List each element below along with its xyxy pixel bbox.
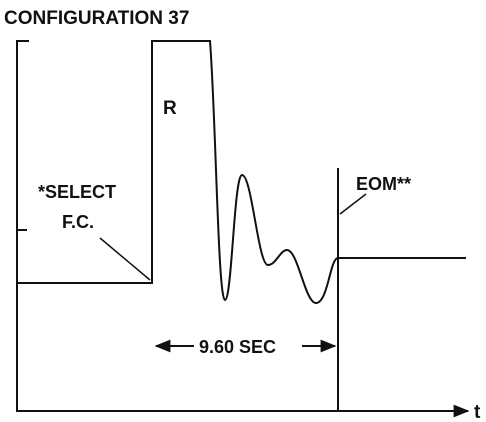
pulse-label: R: [163, 98, 177, 119]
x-axis-label: t: [474, 402, 481, 422]
select-label: F.C.: [62, 212, 94, 232]
waveform: [17, 40, 466, 305]
select-label: *SELECT: [38, 182, 116, 202]
leader-line: [339, 193, 367, 215]
duration-label: 9.60 SEC: [199, 337, 276, 357]
leader-line: [99, 237, 151, 281]
eom-label: EOM**: [356, 174, 411, 194]
title: CONFIGURATION 37: [4, 8, 189, 29]
